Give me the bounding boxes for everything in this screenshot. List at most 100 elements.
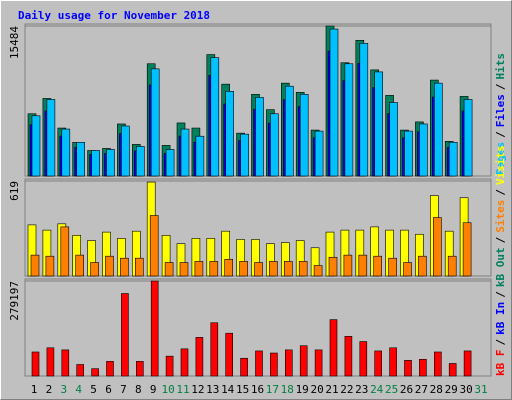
legend-separator: / bbox=[494, 83, 507, 90]
bar bbox=[314, 349, 323, 377]
bar bbox=[149, 215, 159, 277]
bar bbox=[165, 149, 175, 177]
bar bbox=[60, 226, 70, 277]
bar bbox=[240, 133, 249, 177]
bar bbox=[419, 123, 428, 177]
bar bbox=[359, 43, 369, 177]
x-tick-label: 27 bbox=[415, 383, 428, 396]
bar bbox=[179, 262, 189, 277]
bar bbox=[270, 352, 278, 377]
bar bbox=[255, 350, 263, 377]
x-tick-label: 11 bbox=[176, 383, 189, 396]
x-tick-label: 20 bbox=[310, 383, 323, 396]
legend-separator: / bbox=[494, 189, 507, 196]
x-tick-label: 24 bbox=[370, 383, 384, 396]
bar bbox=[418, 255, 427, 277]
legend-separator: / bbox=[494, 291, 507, 298]
x-tick-label: 29 bbox=[445, 383, 458, 396]
x-tick-label: 1 bbox=[31, 383, 38, 396]
y-tick-label: 15484 bbox=[8, 26, 21, 59]
x-tick-label: 9 bbox=[150, 383, 157, 396]
bar bbox=[121, 125, 130, 177]
bar bbox=[254, 262, 263, 277]
legend-entry: kB F bbox=[494, 350, 507, 377]
x-tick-label: 4 bbox=[75, 383, 82, 396]
x-tick-label: 13 bbox=[206, 383, 219, 396]
legend-separator: / bbox=[494, 131, 507, 138]
bar bbox=[46, 99, 56, 177]
x-tick-label: 28 bbox=[430, 383, 443, 396]
legend-entry: Visits bbox=[494, 145, 507, 185]
bar bbox=[299, 94, 309, 177]
x-tick-label: 12 bbox=[191, 383, 204, 396]
x-tick-label: 15 bbox=[236, 383, 249, 396]
bar bbox=[225, 332, 233, 377]
bar bbox=[180, 128, 190, 177]
x-tick-label: 6 bbox=[105, 383, 112, 396]
x-tick-label: 16 bbox=[251, 383, 264, 396]
bar bbox=[404, 360, 412, 377]
bar bbox=[105, 255, 114, 277]
bar bbox=[463, 350, 472, 377]
bar bbox=[284, 349, 293, 377]
bar bbox=[90, 262, 99, 277]
bar bbox=[359, 341, 368, 377]
bar bbox=[209, 261, 219, 277]
bar bbox=[404, 130, 413, 177]
bar bbox=[180, 348, 189, 377]
bar bbox=[75, 254, 84, 277]
bar bbox=[91, 150, 100, 177]
bar bbox=[343, 254, 353, 277]
bar bbox=[432, 217, 442, 277]
bar bbox=[448, 142, 458, 177]
x-tick-label: 26 bbox=[400, 383, 413, 396]
bar bbox=[298, 261, 308, 277]
bar bbox=[344, 63, 354, 177]
legend-entry: kB In bbox=[494, 302, 507, 335]
bar bbox=[329, 319, 338, 377]
bar bbox=[329, 28, 339, 177]
bar bbox=[462, 222, 472, 277]
x-tick-label: 23 bbox=[355, 383, 368, 396]
legend-entry: Sites bbox=[494, 200, 507, 233]
bar bbox=[328, 256, 338, 277]
bar bbox=[120, 257, 129, 277]
bar bbox=[224, 258, 233, 277]
bar bbox=[447, 255, 457, 277]
x-tick-label: 5 bbox=[90, 383, 97, 396]
bar bbox=[388, 257, 397, 277]
bar bbox=[76, 364, 84, 377]
bar bbox=[61, 128, 71, 177]
legend-entry: Pages bbox=[494, 142, 507, 175]
bar bbox=[255, 97, 264, 177]
bar bbox=[135, 257, 144, 277]
bar bbox=[136, 146, 145, 177]
bar bbox=[150, 68, 160, 177]
bar bbox=[344, 336, 353, 377]
x-tick-label: 8 bbox=[135, 383, 142, 396]
bar bbox=[46, 347, 55, 377]
chart-title: Daily usage for November 2018 bbox=[18, 9, 210, 22]
legend-separator: / bbox=[494, 339, 507, 346]
bar bbox=[448, 363, 457, 377]
bar bbox=[31, 351, 40, 377]
bar bbox=[433, 351, 442, 377]
bar bbox=[358, 254, 368, 277]
bar bbox=[210, 57, 220, 177]
bar bbox=[91, 368, 99, 377]
bar bbox=[299, 345, 308, 377]
x-tick-label: 31 bbox=[474, 383, 487, 396]
x-tick-label: 14 bbox=[221, 383, 235, 396]
x-tick-label: 21 bbox=[325, 383, 338, 396]
x-tick-label: 17 bbox=[266, 383, 279, 396]
bar bbox=[225, 91, 234, 177]
bar bbox=[136, 361, 144, 377]
legend-entry: Files bbox=[494, 94, 507, 127]
x-tick-label: 18 bbox=[281, 383, 294, 396]
legend-entry: Hits bbox=[494, 53, 507, 80]
y-tick-label: 619 bbox=[8, 181, 21, 201]
bar bbox=[403, 262, 412, 277]
legend: Pages / Files / Hits bbox=[494, 53, 507, 175]
bar bbox=[419, 358, 427, 377]
